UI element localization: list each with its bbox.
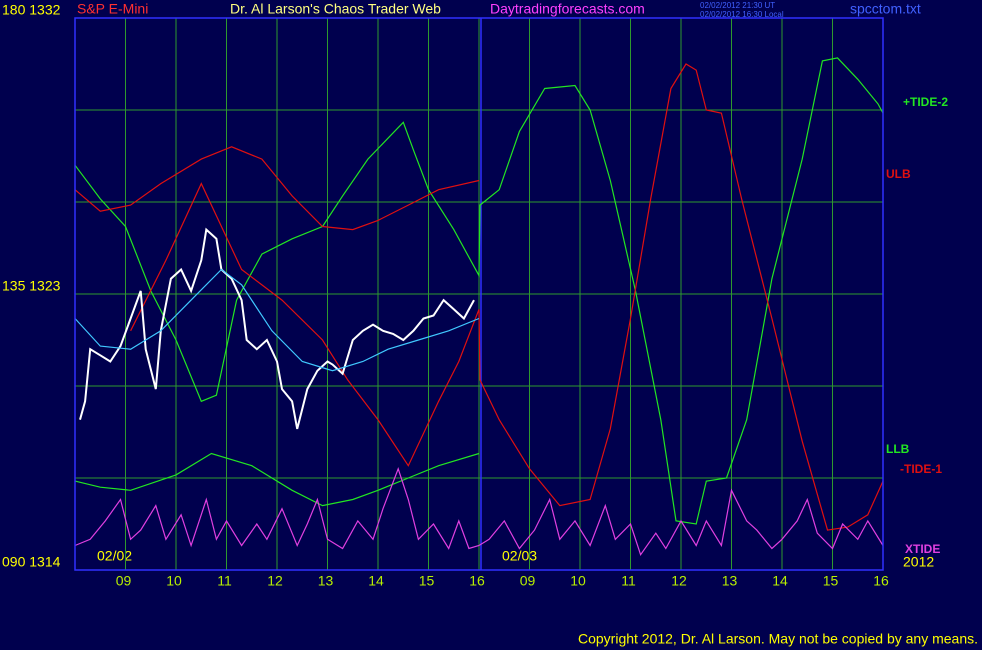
legend-label: XTIDE [905, 542, 940, 556]
date-label: 02/03 [502, 548, 537, 564]
x-tick-label: 09 [116, 573, 132, 589]
x-tick-label: 10 [166, 573, 182, 589]
year-label: 2012 [903, 554, 934, 570]
x-tick-label: 11 [621, 573, 636, 589]
x-tick-label: 09 [520, 573, 536, 589]
plot-frame [74, 17, 884, 571]
x-tick-label: 13 [318, 573, 334, 589]
timestamp: 02/02/2012 16:30 Local [700, 10, 784, 19]
x-tick-label: 15 [419, 573, 435, 589]
y-tick-label: 090 1314 [2, 554, 61, 570]
instrument: S&P E-Mini [77, 1, 148, 17]
file-name: spcctom.txt [850, 1, 921, 17]
series-line [79, 227, 475, 430]
x-tick-label: 16 [469, 573, 485, 589]
x-tick-label: 10 [570, 573, 586, 589]
x-tick-label: 15 [823, 573, 839, 589]
timestamp: 02/02/2012 21:30 UT [700, 1, 775, 10]
series-line [74, 452, 480, 507]
series-line [74, 146, 480, 231]
y-tick-label: 135 1323 [2, 278, 61, 294]
y-tick-label: 180 1332 [2, 2, 61, 18]
series-line [74, 268, 480, 372]
x-tick-label: 12 [671, 573, 687, 589]
copyright: Copyright 2012, Dr. Al Larson. May not b… [578, 631, 978, 647]
series-line [130, 63, 884, 531]
x-tick-label: 16 [873, 573, 889, 589]
legend-label: LLB [886, 442, 910, 456]
series-line [74, 57, 884, 525]
x-tick-label: 11 [217, 573, 232, 589]
legend-label: ULB [886, 167, 911, 181]
x-tick-label: 14 [368, 573, 384, 589]
series-line [74, 467, 884, 557]
site: Daytradingforecasts.com [490, 1, 645, 17]
x-tick-label: 12 [267, 573, 283, 589]
x-tick-label: 14 [772, 573, 788, 589]
date-label: 02/02 [97, 548, 132, 564]
x-tick-label: 13 [722, 573, 738, 589]
chart-title: Dr. Al Larson's Chaos Trader Web [230, 1, 441, 17]
legend-label: -TIDE-1 [900, 462, 942, 476]
legend-label: +TIDE-2 [903, 95, 948, 109]
